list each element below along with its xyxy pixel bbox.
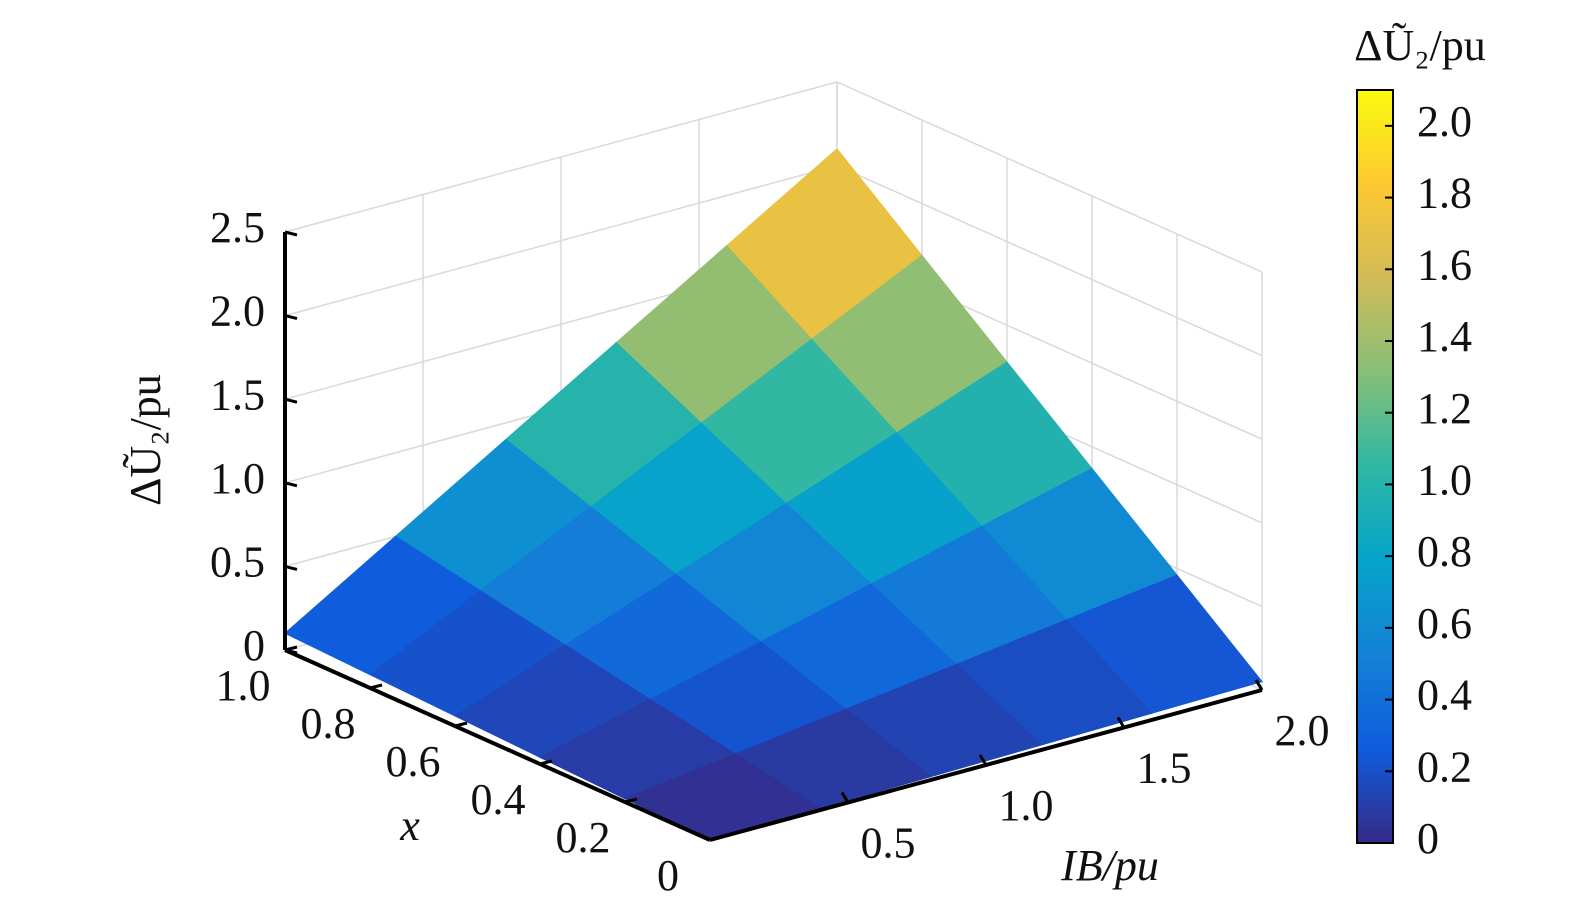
x-tick xyxy=(1116,716,1126,729)
grid-line xyxy=(836,164,1263,357)
colorbar-tick-label: 0.4 xyxy=(1417,671,1472,720)
x-tick xyxy=(978,754,988,766)
y-tick xyxy=(454,721,468,728)
z-tick xyxy=(284,564,298,571)
x-tick-label: 1.0 xyxy=(999,781,1054,830)
y-tick xyxy=(624,797,638,804)
z-tick xyxy=(284,648,298,655)
z-tick xyxy=(284,397,298,404)
y-tick-label: 0.2 xyxy=(556,813,611,862)
x-tick-label: 1.5 xyxy=(1137,744,1192,793)
x-tick-label: 2.0 xyxy=(1275,706,1330,755)
y-tick-label: 1.0 xyxy=(216,661,271,710)
y-tick-label: 0.8 xyxy=(301,699,356,748)
y-axis-line xyxy=(284,648,711,842)
x-tick-label: 0.5 xyxy=(861,819,916,868)
y-tick-label: 0 xyxy=(657,851,679,900)
colorbar-tick-label: 2.0 xyxy=(1417,97,1472,146)
x-axis-label: IB/pu xyxy=(1060,841,1159,890)
colorbar-tick-label: 1.2 xyxy=(1417,384,1472,433)
z-tick-label: 0.5 xyxy=(210,537,265,586)
z-tick-label: 1.0 xyxy=(210,454,265,503)
y-tick xyxy=(539,759,553,766)
z-tick xyxy=(284,314,298,321)
colorbar-tick-label: 0 xyxy=(1417,814,1439,863)
colorbar-tick-label: 1.6 xyxy=(1417,240,1472,289)
colorbar-tick-label: 0.2 xyxy=(1417,742,1472,791)
y-axis-label: x xyxy=(399,801,420,850)
grid-line xyxy=(836,81,1263,273)
colorbar-tick-label: 1.4 xyxy=(1417,312,1472,361)
colorbar-tick-label: 1.8 xyxy=(1417,169,1472,218)
z-tick-label: 1.5 xyxy=(210,370,265,419)
z-tick xyxy=(284,481,298,488)
x-tick xyxy=(840,791,850,804)
x-tick xyxy=(1254,679,1264,691)
z-tick-label: 0 xyxy=(243,621,265,670)
y-tick-label: 0.6 xyxy=(386,737,441,786)
z-tick xyxy=(284,230,298,237)
colorbar-tick-label: 1.0 xyxy=(1417,456,1472,505)
colorbar xyxy=(1356,89,1394,844)
z-tick-label: 2.5 xyxy=(210,203,265,252)
y-tick xyxy=(369,683,383,690)
colorbar-tick-label: 0.8 xyxy=(1417,527,1472,576)
y-tick xyxy=(709,835,723,842)
y-tick-label: 0.4 xyxy=(471,775,526,824)
colorbar-tick-label: 0.6 xyxy=(1417,599,1472,648)
colorbar-label: ΔŨ₂/pu xyxy=(1354,21,1486,70)
z-axis-label: ΔŨ₂/pu xyxy=(121,374,170,506)
z-tick-label: 2.0 xyxy=(210,287,265,336)
